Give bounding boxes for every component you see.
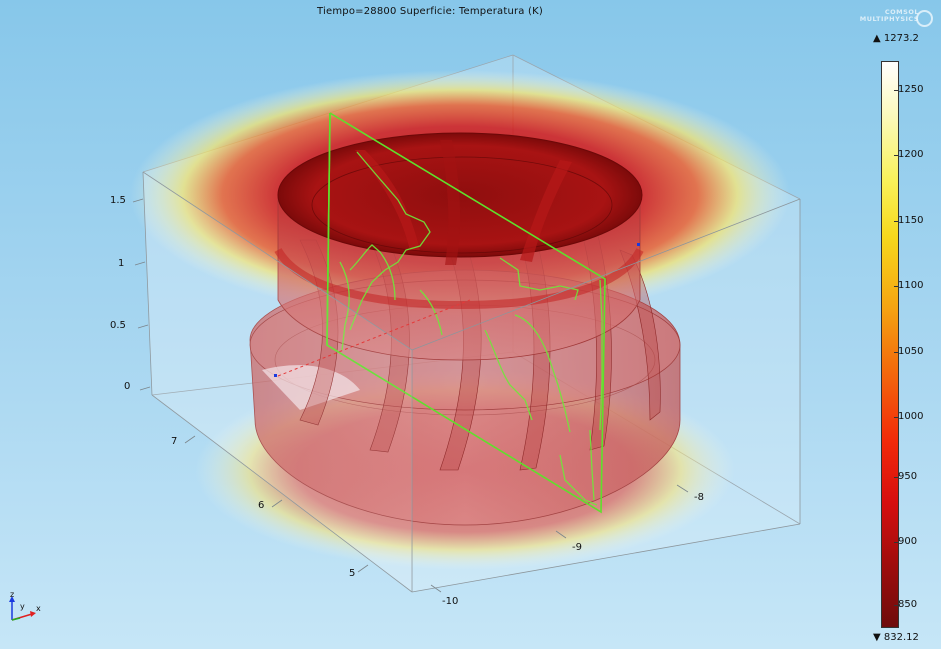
axis-tick-marks [132,198,689,593]
colorbar-tick: 1050 [893,346,924,357]
z-axis-tick: 1 [118,258,125,269]
comsol-logo-icon [916,10,933,27]
z-axis-tick: 0 [124,381,131,392]
plot-title: Tiempo=28800 Superficie: Temperatura (K) [317,6,543,17]
point-marker [637,243,640,246]
colorbar-tick: 1150 [893,215,924,226]
logo-line2: MULTIPHYSICS [859,15,919,23]
x-axis-tick: -8 [694,492,704,503]
comsol-logo: COMSOL MULTIPHYSICS [855,9,919,23]
colorbar-tick: 1100 [893,280,924,291]
logo-line1: COMSOL [884,8,919,16]
y-axis-tick: 5 [349,568,356,579]
x-axis-tick: -9 [572,542,582,553]
colorbar[interactable] [881,61,899,628]
colorbar-tick: 950 [893,471,918,482]
axis-triad: z y x [6,590,46,626]
colorbar-max-label: ▲ 1273.2 [873,33,919,44]
turbine-top-disk [277,132,643,265]
colorbar-tick: 1000 [893,411,924,422]
bounding-box-left-face [143,172,412,592]
colorbar-tick: 900 [893,536,918,547]
triad-x-label: x [36,604,41,613]
cut-plane-contours [339,151,603,506]
point-marker [274,374,277,377]
x-axis-tick: -10 [442,596,459,607]
axis-dashed-line [277,299,471,377]
triad-z-label: z [10,590,15,599]
colorbar-tick: 1250 [893,84,924,95]
colorbar-tick: 850 [893,599,918,610]
triad-y-label: y [20,602,25,611]
colorbar-tick: 1200 [893,149,924,160]
y-axis-tick: 7 [171,436,178,447]
z-axis-tick: 1.5 [110,195,126,206]
bounding-box-front [142,171,801,593]
cut-plane-outline [326,112,606,514]
colorbar-min-label: ▼ 832.12 [873,632,919,643]
y-axis-tick: 6 [258,500,265,511]
z-axis-tick: 0.5 [110,320,126,331]
